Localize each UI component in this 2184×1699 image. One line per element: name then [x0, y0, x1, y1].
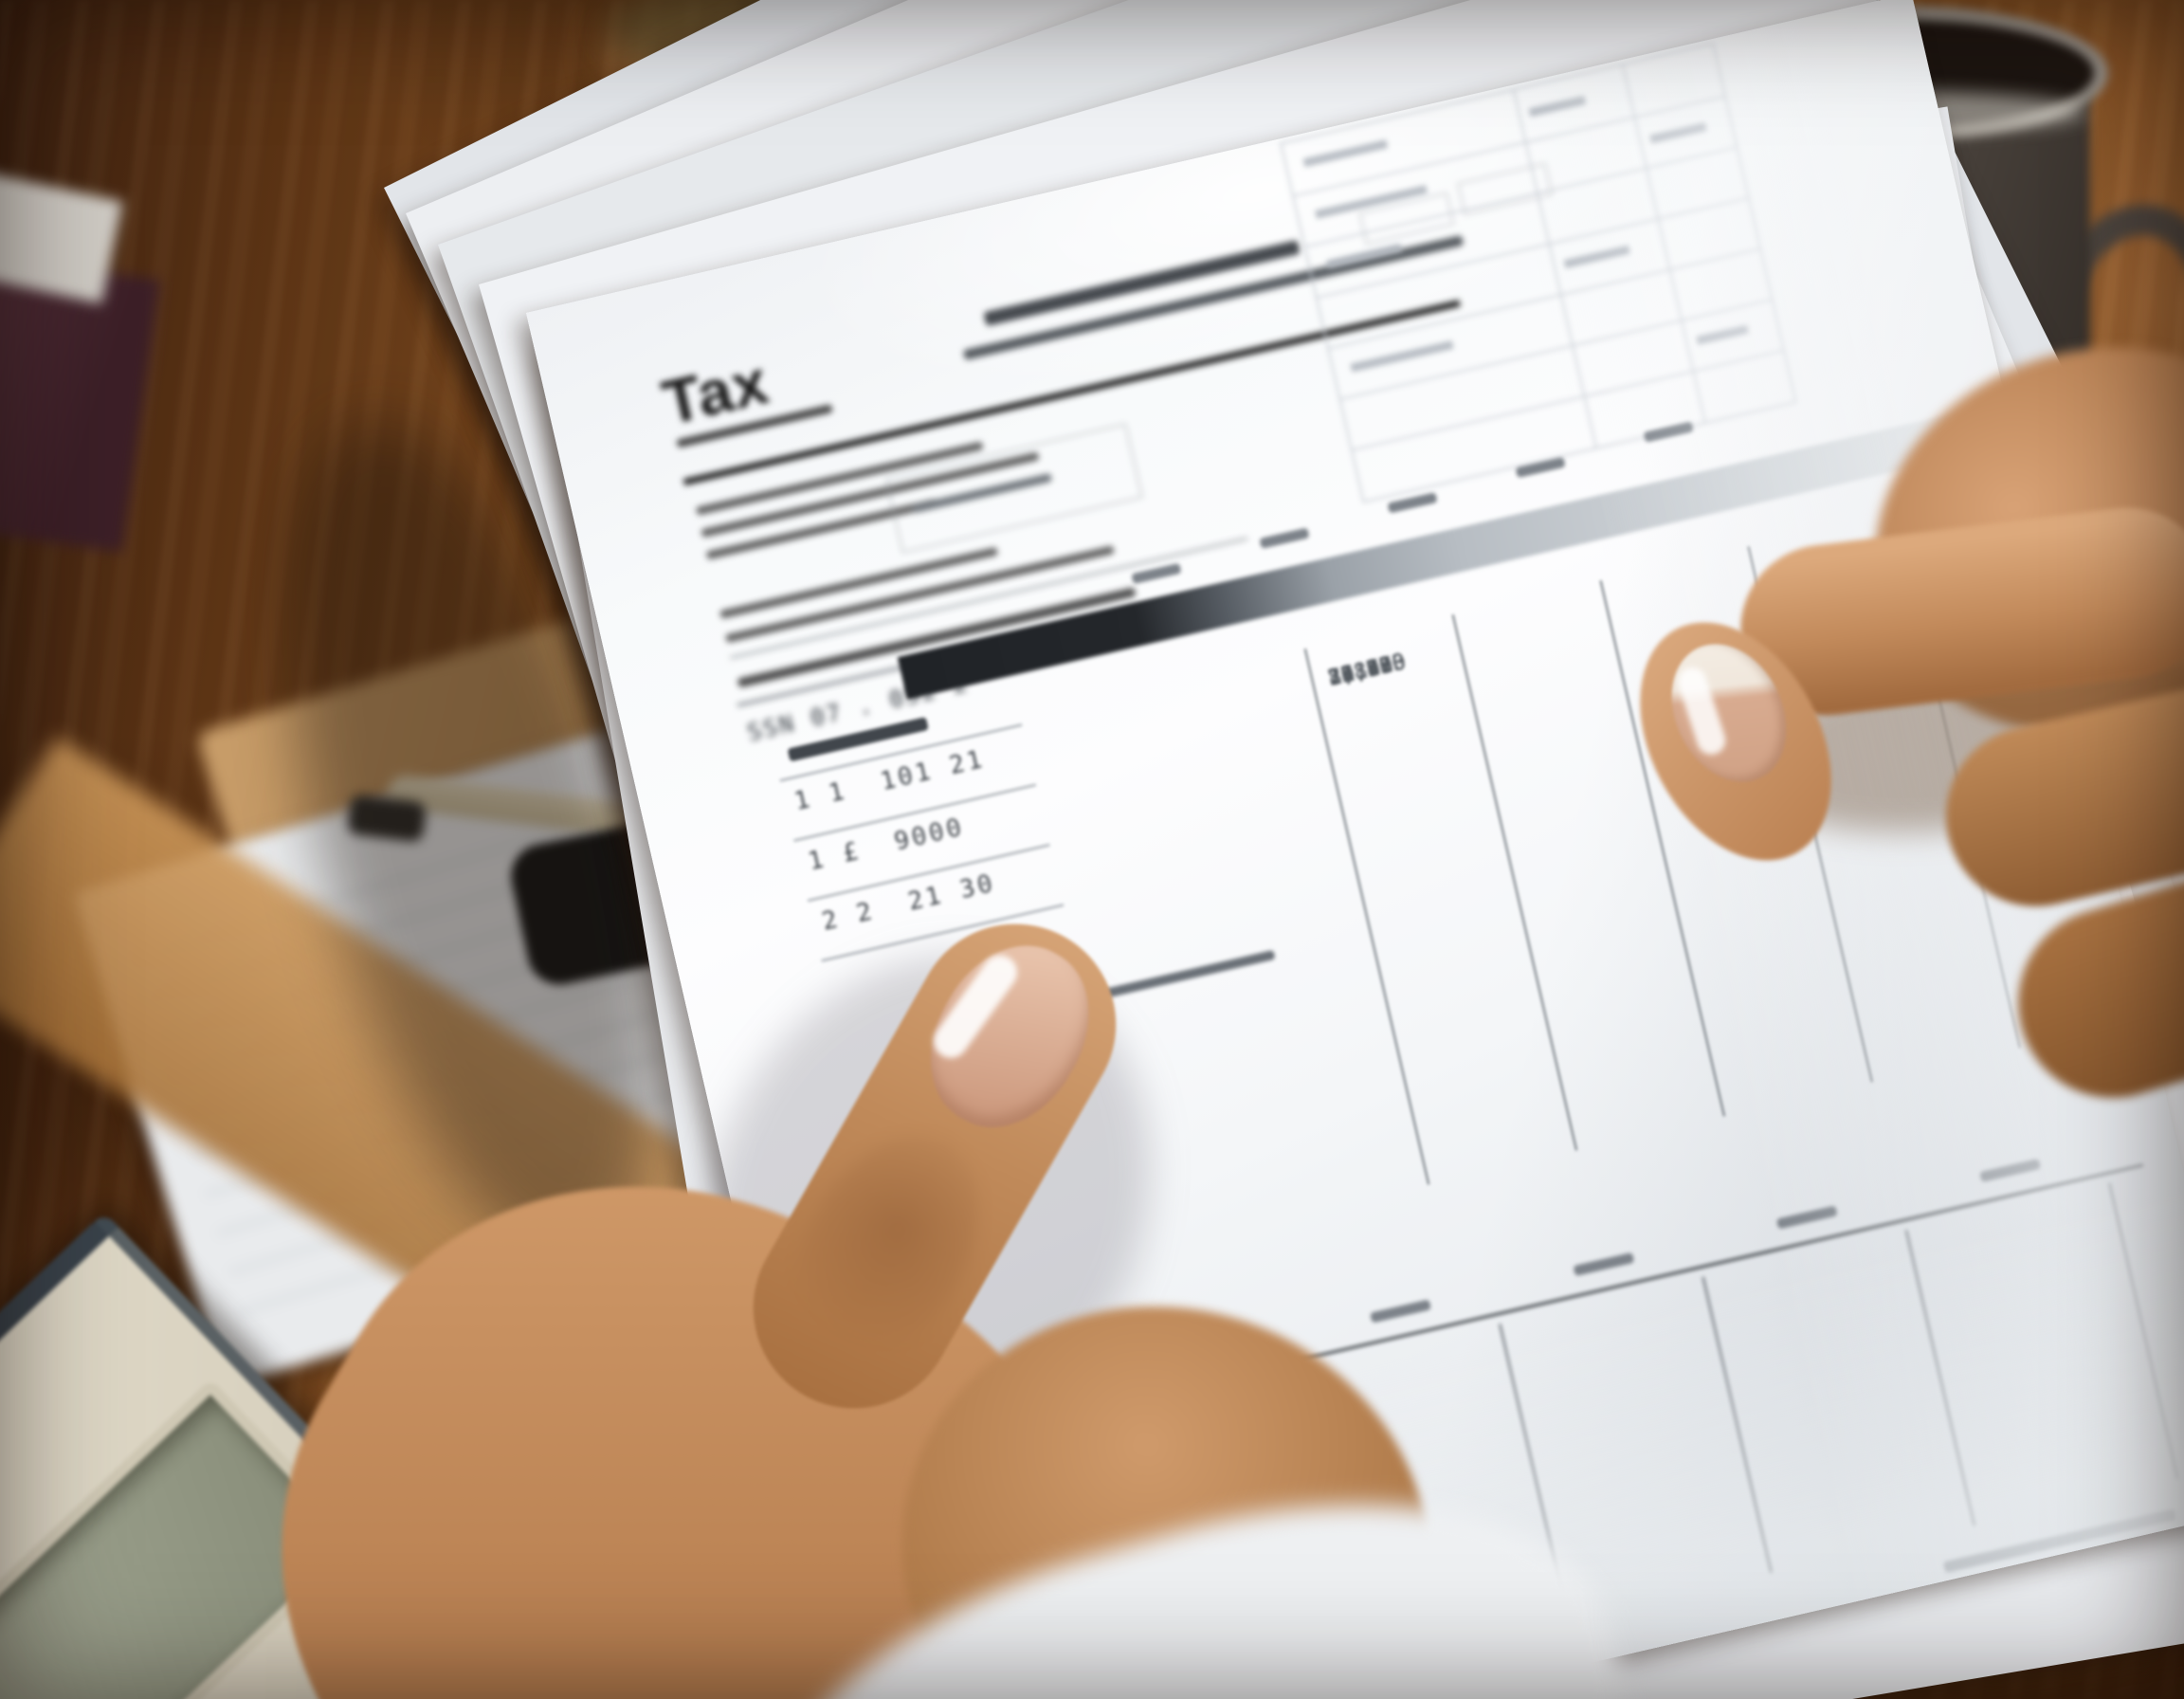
name-field-box — [885, 423, 1143, 554]
ledger-cell: 16,400 — [1325, 649, 1409, 692]
name-field-entry-blur — [912, 472, 1053, 514]
